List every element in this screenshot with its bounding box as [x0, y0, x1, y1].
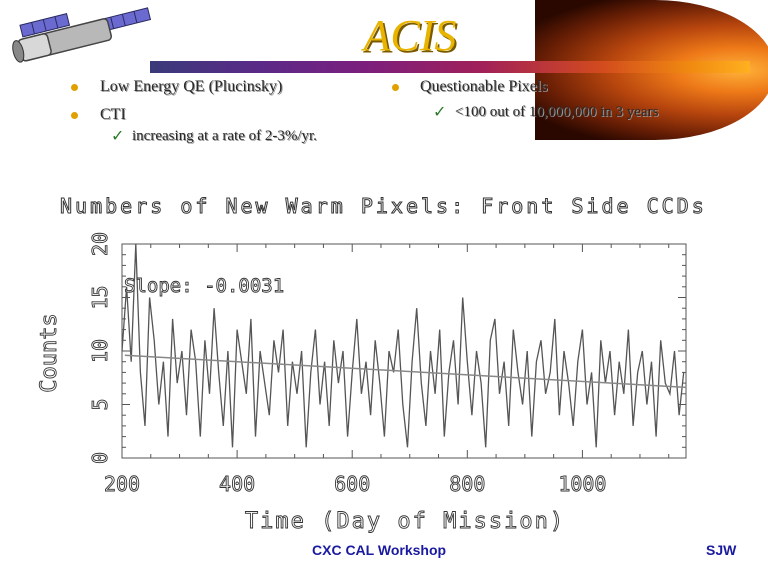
- footer-initials: SJW: [706, 542, 737, 558]
- fit-line: [124, 354, 687, 389]
- bullet-low-energy-qe: Low Energy QE (Plucinsky): [100, 78, 283, 95]
- page-title: ACIS: [363, 11, 457, 60]
- banner-bar: [150, 61, 750, 73]
- x-tick-label: 1000: [558, 472, 606, 496]
- bullet-questionable-pixels: Questionable Pixels: [420, 78, 548, 95]
- x-tick-label: 800: [449, 472, 485, 496]
- x-tick-label: 600: [334, 472, 370, 496]
- x-axis-label: Time (Day of Mission): [245, 509, 565, 534]
- y-tick-label: 15: [88, 285, 112, 309]
- y-axis-label: Counts: [37, 313, 62, 392]
- y-tick-label: 5: [88, 398, 112, 410]
- series-line: [121, 243, 685, 448]
- check-icon: ✓: [433, 102, 447, 121]
- satellite-icon: [12, 7, 152, 63]
- y-tick-label: 20: [88, 232, 112, 256]
- bullet-dot-icon: [392, 84, 399, 91]
- bullet-dot-icon: [71, 112, 78, 119]
- bullet-questionable-pixels-sub: <100 out of 10,000,000 in 3 years: [455, 104, 659, 120]
- slope-annotation: Slope: -0.0031: [124, 275, 284, 297]
- x-tick-label: 400: [219, 472, 255, 496]
- y-tick-label: 10: [88, 339, 112, 363]
- bullet-dot-icon: [71, 84, 78, 91]
- chart-title: Numbers of New Warm Pixels: Front Side C…: [60, 194, 707, 219]
- bullet-cti: CTI: [100, 106, 126, 123]
- footer-workshop: CXC CAL Workshop: [312, 542, 447, 558]
- x-tick-label: 200: [104, 472, 140, 496]
- y-tick-label: 0: [88, 452, 112, 464]
- check-icon: ✓: [111, 126, 125, 145]
- bullet-cti-sub: increasing at a rate of 2-3%/yr.: [132, 128, 317, 144]
